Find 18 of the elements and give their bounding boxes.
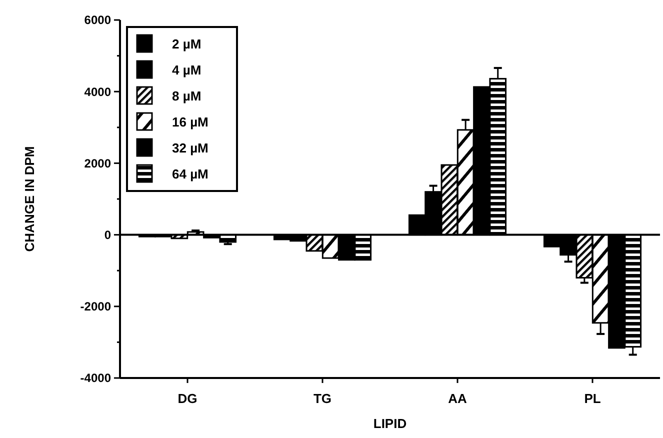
legend-label: 64 µM bbox=[172, 166, 208, 182]
legend-label: 8 µM bbox=[172, 88, 202, 104]
y-tick-label: 2000 bbox=[84, 156, 112, 170]
x-axis-title: LIPID bbox=[373, 416, 407, 431]
legend-label: 16 µM bbox=[172, 114, 208, 130]
x-tick-label: PL bbox=[584, 391, 601, 406]
y-tick-label: 6000 bbox=[84, 13, 112, 28]
y-tick-label: 0 bbox=[104, 228, 112, 242]
legend-label: 32 µM bbox=[172, 140, 208, 156]
y-tick-label: 4000 bbox=[84, 84, 112, 99]
x-tick-label: AA bbox=[448, 391, 468, 406]
legend-label: 2 µM bbox=[172, 36, 202, 52]
legend-label: 4 µM bbox=[172, 62, 202, 78]
y-axis-title: CHANGE IN DPM bbox=[22, 146, 37, 252]
y-tick-label: -4000 bbox=[80, 371, 112, 386]
x-tick-label: DG bbox=[178, 391, 198, 406]
y-tick-label: -2000 bbox=[80, 300, 112, 314]
x-tick-label: TG bbox=[313, 391, 332, 406]
